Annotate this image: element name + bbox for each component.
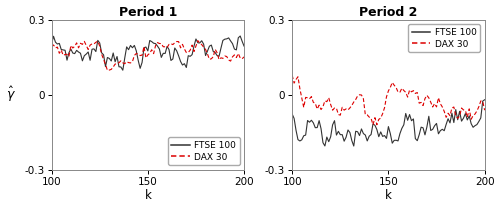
Legend: FTSE 100, DAX 30: FTSE 100, DAX 30 [168,137,240,165]
X-axis label: k: k [144,189,152,202]
X-axis label: k: k [385,189,392,202]
Legend: FTSE 100, DAX 30: FTSE 100, DAX 30 [408,24,480,52]
Title: Period 1: Period 1 [118,6,177,19]
Y-axis label: $\hat{\gamma}$: $\hat{\gamma}$ [6,85,16,104]
Title: Period 2: Period 2 [359,6,418,19]
